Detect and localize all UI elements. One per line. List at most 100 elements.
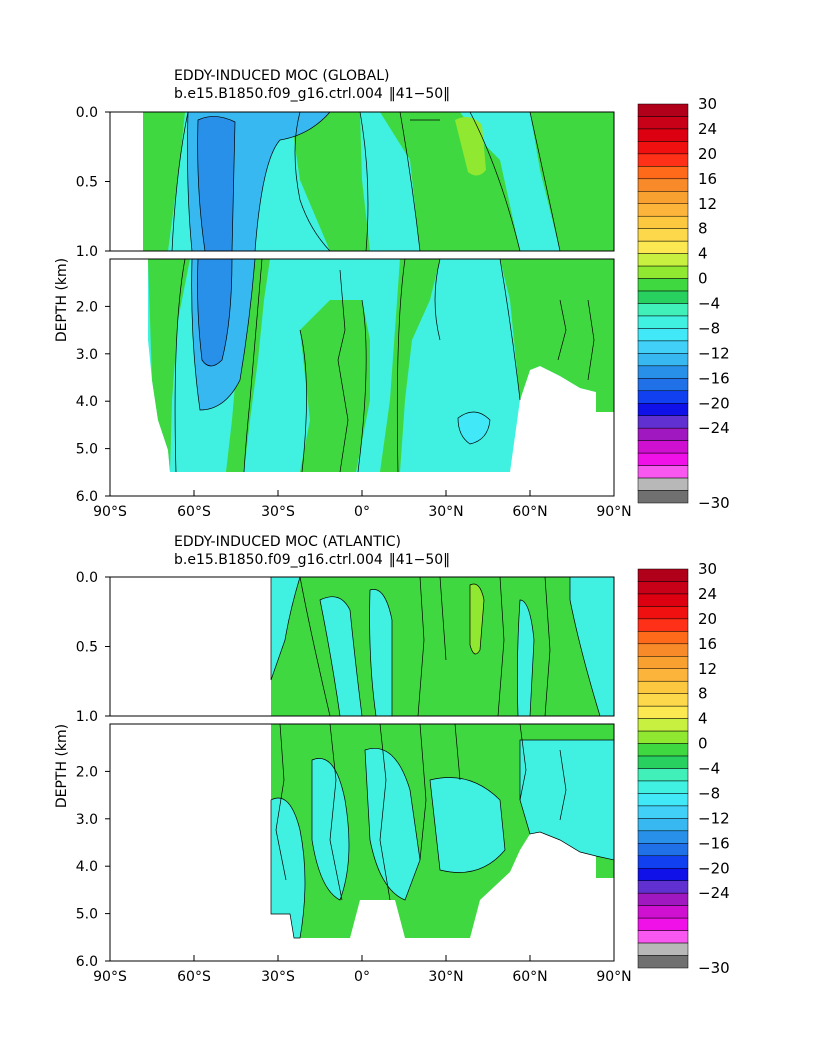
colorbar-swatch <box>637 843 689 857</box>
global-y-ticks: 0.0 0.5 1.0 2.0 3.0 4.0 5.0 6.0 <box>76 105 110 505</box>
colorbar-label: −30 <box>698 959 730 977</box>
x-tick-label: 30°N <box>428 504 463 520</box>
y-tick-label: 2.0 <box>76 764 98 780</box>
colorbar-label: 20 <box>698 610 717 628</box>
colorbar-label: −24 <box>698 884 730 902</box>
colorbar-swatch <box>637 730 689 744</box>
colorbar-swatch <box>637 215 689 229</box>
colorbar-swatch <box>637 253 689 267</box>
colorbar-swatch <box>637 128 689 142</box>
subtitle-case: b.e15.B1850.f09_g16.ctrl.004 <box>174 86 383 102</box>
y-tick-label: 5.0 <box>76 907 98 923</box>
colorbar-swatch <box>637 353 689 367</box>
colorbar-swatch <box>637 930 689 944</box>
y-tick-label: 2.0 <box>76 299 98 315</box>
colorbar-swatch <box>637 265 689 279</box>
colorbar-swatch <box>637 116 689 130</box>
y-tick-label: 4.0 <box>76 394 98 410</box>
colorbar-swatch <box>637 830 689 844</box>
atlantic-x-ticks: 90°S 60°S 30°S 0° 30°N 60°N 90°N <box>93 955 632 985</box>
colorbar-label: 24 <box>698 585 717 603</box>
subtitle-case: b.e15.B1850.f09_g16.ctrl.004 <box>174 552 383 568</box>
colorbar-swatch <box>637 643 689 657</box>
colorbar-swatch <box>637 203 689 217</box>
colorbar-swatch <box>637 855 689 869</box>
colorbar-swatch <box>637 390 689 404</box>
colorbar-swatch <box>637 955 689 969</box>
colorbar-global: 30 24 20 16 12 8 4 0 −4 −8 −12 −16 −20 −24 −30 <box>637 95 730 512</box>
colorbar-label: −4 <box>698 760 720 778</box>
colorbar-swatch <box>637 328 689 342</box>
colorbar-label: −16 <box>698 369 730 387</box>
colorbar-swatch <box>637 880 689 894</box>
y-tick-label: 1.0 <box>76 709 98 725</box>
colorbar-label: 0 <box>698 735 708 753</box>
colorbar-label: 24 <box>698 120 717 138</box>
y-tick-label: 0.0 <box>76 570 98 586</box>
atlantic-upper-positive <box>469 583 485 655</box>
colorbar-label: −4 <box>698 295 720 313</box>
colorbar-swatch <box>637 103 689 117</box>
colorbar-swatch <box>637 465 689 479</box>
colorbar-swatch <box>637 905 689 919</box>
colorbar-swatch <box>637 755 689 769</box>
x-tick-label: 90°N <box>596 504 631 520</box>
colorbar-label: 20 <box>698 145 717 163</box>
colorbar-swatch <box>637 693 689 707</box>
colorbar-swatch <box>637 768 689 782</box>
colorbar-swatch <box>637 942 689 956</box>
atlantic-lower-contours <box>275 723 567 901</box>
colorbar-swatch <box>637 656 689 669</box>
colorbar-swatch <box>637 793 689 807</box>
colorbar-label: 16 <box>698 635 717 653</box>
colorbar-swatch <box>637 718 689 732</box>
panel-global: EDDY-INDUCED MOC (GLOBAL) b.e15.B1850.f0… <box>54 68 632 520</box>
x-tick-label: 90°S <box>93 969 127 985</box>
colorbar-swatch <box>637 818 689 832</box>
x-tick-label: 0° <box>354 504 370 520</box>
y-tick-label: 1.0 <box>76 244 98 260</box>
y-tick-label: 4.0 <box>76 859 98 875</box>
x-tick-label: 90°S <box>93 504 127 520</box>
colorbar-label: 4 <box>698 710 708 728</box>
atlantic-lower-panel <box>109 723 615 962</box>
colorbar-label: 30 <box>698 95 717 113</box>
y-tick-label: 0.5 <box>76 640 98 656</box>
colorbar-swatch <box>637 568 689 582</box>
colorbar-swatch <box>637 415 689 429</box>
y-tick-label: 5.0 <box>76 442 98 458</box>
colorbar-swatch <box>637 166 689 180</box>
atlantic-upper-contours <box>299 576 551 717</box>
global-y-axis-label: DEPTH (km) <box>54 258 70 342</box>
panel-global-subtitle: b.e15.B1850.f09_g16.ctrl.004 ‖41−50‖ <box>174 86 450 102</box>
colorbar-swatch <box>637 240 689 254</box>
x-tick-label: 60°N <box>512 969 547 985</box>
colorbar-label: 12 <box>698 660 717 678</box>
panel-atlantic: EDDY-INDUCED MOC (ATLANTIC) b.e15.B1850.… <box>54 534 632 985</box>
x-tick-label: 90°N <box>596 969 631 985</box>
colorbar-label: 8 <box>698 220 708 238</box>
colorbar-label: −12 <box>698 809 730 827</box>
colorbar-label: 0 <box>698 270 708 288</box>
y-tick-label: 6.0 <box>76 489 98 505</box>
colorbar-swatch <box>637 403 689 416</box>
atlantic-upper-panel <box>109 576 615 717</box>
colorbar-swatch <box>637 278 689 292</box>
global-upper-panel <box>109 111 615 252</box>
atlantic-lower-neg <box>270 739 615 939</box>
colorbar-swatch <box>637 581 689 595</box>
colorbar-swatch <box>637 618 689 632</box>
y-tick-label: 3.0 <box>76 347 98 363</box>
colorbar-swatch <box>637 477 689 491</box>
colorbar-label: −20 <box>698 859 730 877</box>
colorbar-label: 12 <box>698 195 717 213</box>
colorbar-swatch <box>637 805 689 819</box>
global-upper-contours <box>171 111 561 252</box>
colorbar-label: −20 <box>698 394 730 412</box>
y-tick-label: 0.5 <box>76 175 98 191</box>
global-lower-panel <box>109 258 615 497</box>
colorbar-swatch <box>637 668 689 682</box>
x-tick-label: 30°S <box>261 504 295 520</box>
colorbar-label: 8 <box>698 685 708 703</box>
colorbar-label: 4 <box>698 245 708 263</box>
